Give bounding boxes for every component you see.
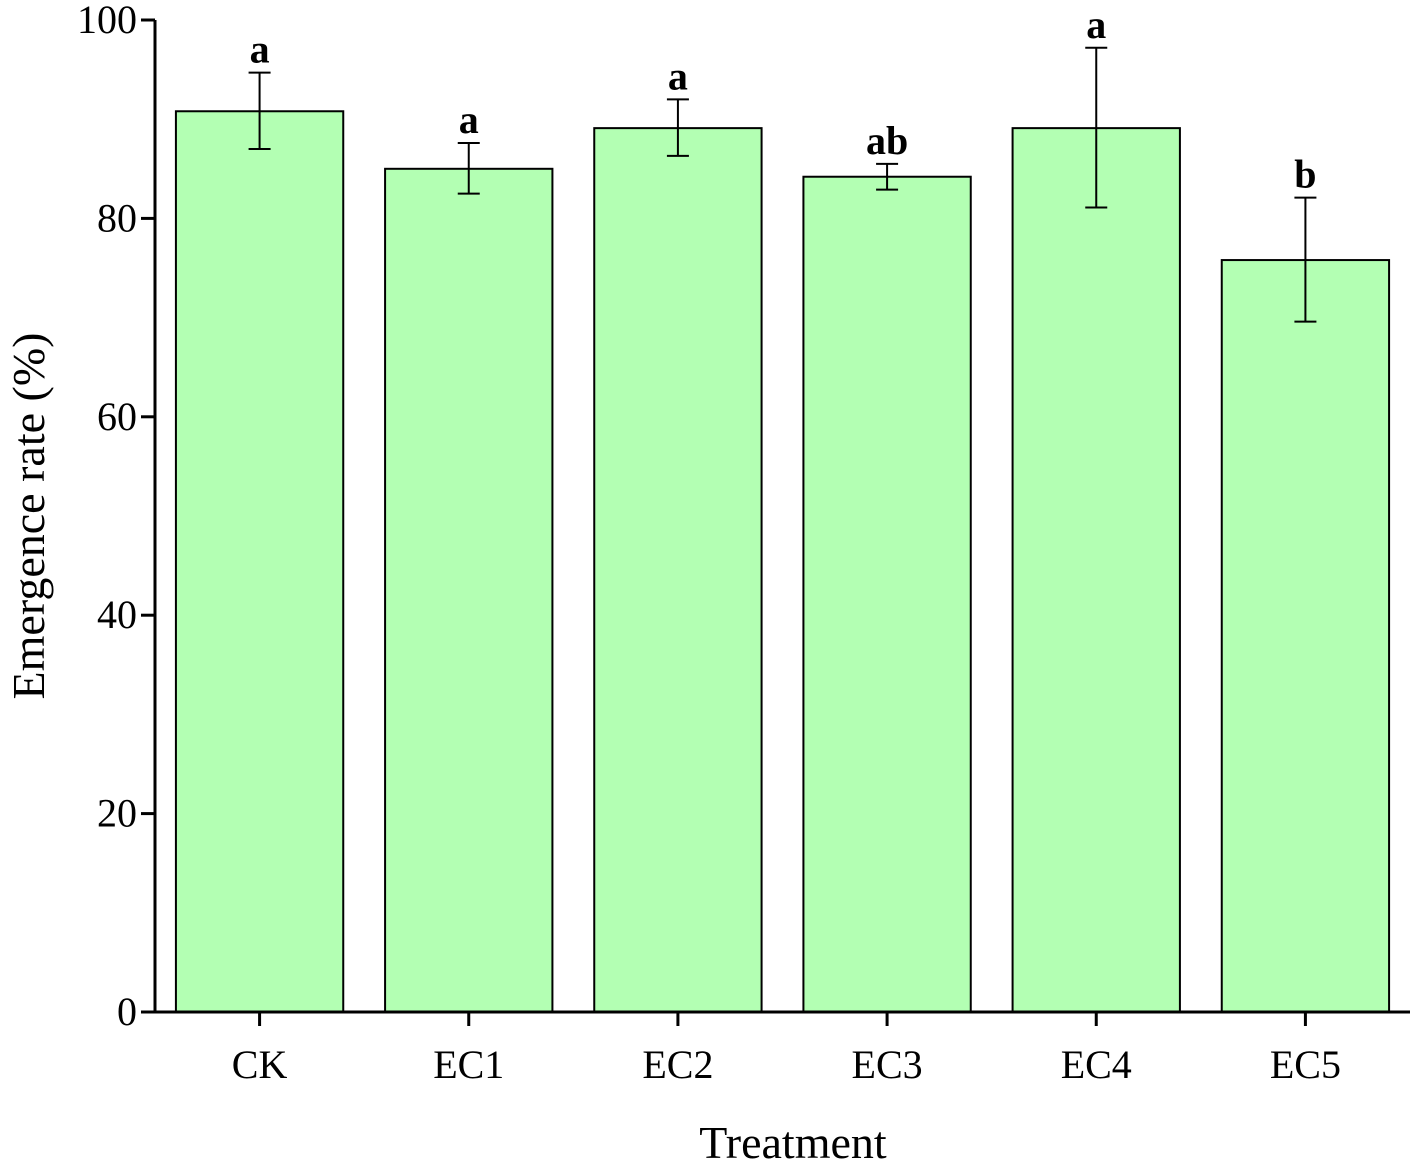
significance-label-ec4: a (1086, 2, 1106, 47)
x-axis-title: Treatment (699, 1117, 887, 1166)
x-tick-label-ec3: EC3 (852, 1042, 923, 1087)
significance-label-ec3: ab (866, 118, 908, 163)
bar-ec4 (1011, 127, 1181, 1014)
significance-label-ec5: b (1294, 152, 1316, 197)
bar-ck (174, 110, 345, 1014)
y-axis-title: Emergence rate (%) (3, 333, 54, 700)
x-tick-label-ec4: EC4 (1061, 1042, 1132, 1087)
y-tick-label: 0 (117, 989, 137, 1034)
y-tick-label: 80 (97, 195, 137, 240)
bar-ec2 (593, 127, 763, 1014)
significance-label-ec2: a (668, 53, 688, 98)
significance-label-ec1: a (459, 97, 479, 142)
y-tick-label: 100 (77, 0, 137, 42)
significance-label-ck: a (250, 27, 270, 72)
x-tick-label-ec2: EC2 (642, 1042, 713, 1087)
y-tick-label: 60 (97, 394, 137, 439)
bar-ec1 (384, 167, 554, 1014)
bar-ec3 (802, 175, 972, 1013)
y-tick-label: 20 (97, 791, 137, 836)
y-tick-label: 40 (97, 592, 137, 637)
x-tick-label-ec5: EC5 (1270, 1042, 1341, 1087)
x-tick-label-ck: CK (232, 1042, 288, 1087)
bar-ec5 (1220, 259, 1391, 1013)
x-tick-label-ec1: EC1 (433, 1042, 504, 1087)
